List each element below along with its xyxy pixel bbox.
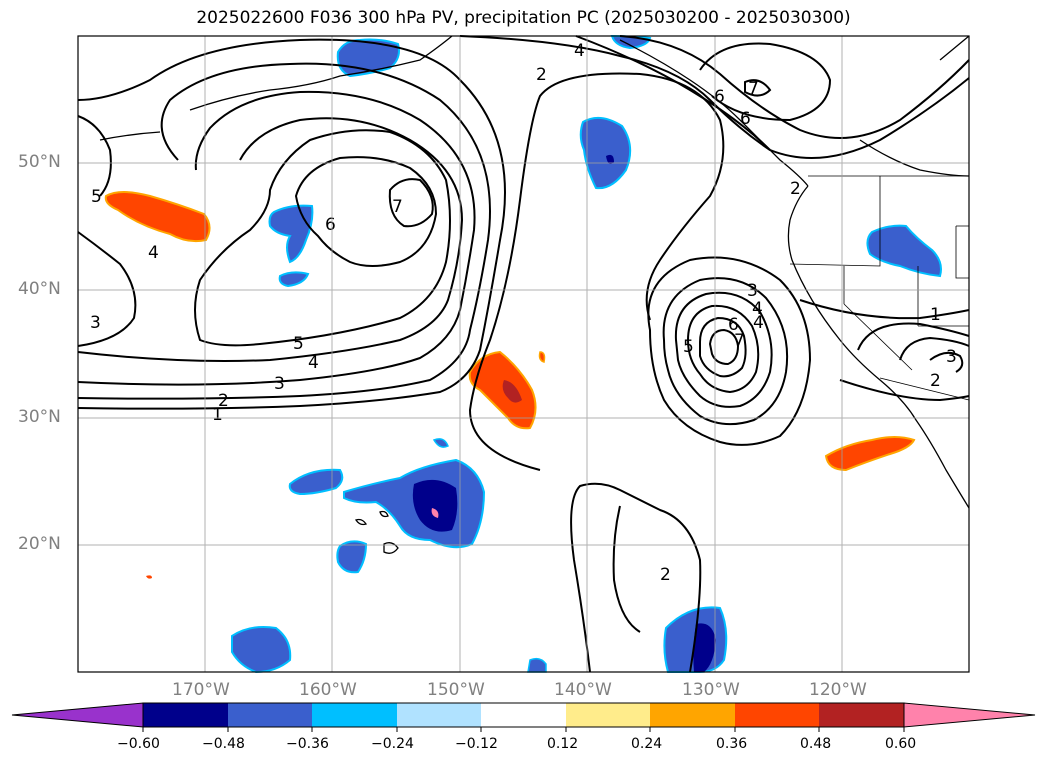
contour-label: 3 <box>90 313 101 333</box>
colorbar-bin <box>650 703 735 727</box>
lon-label: 150°W <box>427 680 485 700</box>
colorbar-tick-label: −0.24 <box>371 736 414 752</box>
map-frame <box>77 35 970 673</box>
contour-label: 2 <box>790 179 801 199</box>
colorbar-tick-label: −0.36 <box>286 736 329 752</box>
colorbar-extend-low <box>11 702 144 728</box>
lon-label: 130°W <box>682 680 740 700</box>
contour-label: 3 <box>274 374 285 394</box>
colorbar-bin <box>566 703 650 727</box>
colorbar-tick-label: 0.36 <box>716 736 748 752</box>
contour-label: 2 <box>536 65 547 85</box>
contour-label: 2 <box>660 565 671 585</box>
colorbar-tick-label: −0.12 <box>455 736 498 752</box>
gridlines <box>78 36 969 672</box>
lat-label: 40°N <box>18 279 61 299</box>
contour-label: 7 <box>748 79 759 99</box>
lat-label: 50°N <box>18 152 61 172</box>
colorbar-extend-high <box>903 702 1036 728</box>
contour-label: 4 <box>148 243 159 263</box>
coastlines <box>99 35 970 554</box>
colorbar-bin <box>397 703 481 727</box>
contour-label: 4 <box>308 353 319 373</box>
contour-label: 6 <box>728 315 739 335</box>
colorbar-tick-label: 0.24 <box>631 736 663 752</box>
colorbar-bin <box>481 703 566 727</box>
colorbar-bin <box>312 703 397 727</box>
lat-label: 20°N <box>18 534 61 554</box>
contour-label: 6 <box>740 109 751 129</box>
contour-label: 6 <box>714 87 725 107</box>
contour-labels: 5 4 3 6 7 5 4 3 2 1 2 4 6 2 3 4 5 6 7 1 … <box>90 41 957 585</box>
colorbar-bin <box>735 703 819 727</box>
contour-label: 7 <box>392 197 403 217</box>
contour-label: 5 <box>91 187 102 207</box>
contour-label: 4 <box>753 313 764 333</box>
contour-label: 3 <box>946 347 957 367</box>
contour-label: 2 <box>218 391 229 411</box>
contour-label: 7 <box>734 331 745 351</box>
lon-label: 160°W <box>299 680 357 700</box>
lat-label: 30°N <box>18 407 61 427</box>
colorbar-tick-label: 0.60 <box>885 736 917 752</box>
contour-label: 1 <box>212 405 223 425</box>
colorbar-bin <box>819 703 904 727</box>
colorbar-bin <box>143 703 228 727</box>
colorbar-tick-label: 0.48 <box>800 736 832 752</box>
colorbar-tick-label: 0.12 <box>547 736 579 752</box>
lon-label: 140°W <box>554 680 612 700</box>
contour-label: 2 <box>930 371 941 391</box>
contour-label: 6 <box>325 215 336 235</box>
contour-label: 5 <box>293 334 304 354</box>
contour-label: 5 <box>683 337 694 357</box>
map-title: 2025022600 F036 300 hPa PV, precipitatio… <box>196 8 851 28</box>
colorbar-bin <box>228 703 312 727</box>
contour-label: 4 <box>752 299 763 319</box>
precip-positive <box>104 191 916 579</box>
contour-label: 1 <box>930 305 941 325</box>
lon-label: 120°W <box>809 680 867 700</box>
contour-label: 4 <box>574 41 585 61</box>
colorbar-tick-label: −0.48 <box>202 736 245 752</box>
contour-label: 3 <box>747 281 758 301</box>
colorbar <box>11 702 1036 732</box>
pv-contours <box>77 35 970 673</box>
colorbar-tick-label: −0.60 <box>117 736 160 752</box>
lon-label: 170°W <box>172 680 230 700</box>
